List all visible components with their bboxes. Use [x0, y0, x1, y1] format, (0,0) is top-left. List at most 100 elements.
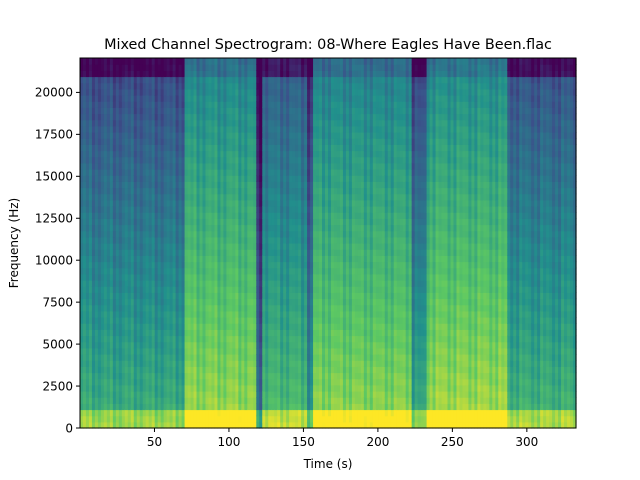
heatmap-cell — [259, 317, 263, 324]
heatmap-cell — [226, 218, 230, 226]
heatmap-cell — [178, 82, 183, 90]
heatmap-cell — [106, 360, 111, 367]
heatmap-cell — [235, 162, 239, 170]
heatmap-cell — [220, 82, 225, 90]
heatmap-cell — [178, 267, 183, 275]
heatmap-cell — [106, 280, 111, 287]
heatmap-cell — [184, 323, 189, 330]
heatmap-cell — [124, 409, 129, 417]
heatmap-cell — [217, 329, 222, 337]
heatmap-cell — [262, 199, 266, 207]
heatmap-cell — [178, 261, 183, 269]
heatmap-cell — [235, 107, 239, 115]
heatmap-cell — [283, 101, 287, 108]
heatmap-cell — [304, 347, 308, 355]
heatmap-cell — [256, 64, 260, 71]
heatmap-cell — [136, 335, 141, 343]
heatmap-cell — [127, 391, 132, 398]
heatmap-cell — [145, 88, 150, 96]
heatmap-cell — [181, 329, 186, 337]
heatmap-cell — [151, 82, 156, 90]
heatmap-cell — [166, 144, 171, 152]
heatmap-cell — [274, 391, 278, 398]
heatmap-cell — [292, 243, 296, 250]
heatmap-cell — [280, 156, 284, 164]
heatmap-cell — [229, 354, 233, 361]
heatmap-cell — [193, 199, 198, 207]
heatmap-cell — [301, 224, 305, 232]
heatmap-cell — [286, 397, 290, 404]
heatmap-cell — [187, 58, 192, 65]
heatmap-cell — [298, 372, 302, 380]
heatmap-cell — [319, 261, 323, 269]
heatmap-cell — [169, 58, 174, 65]
heatmap-cell — [283, 397, 287, 404]
heatmap-cell — [226, 76, 230, 84]
heatmap-cell — [310, 95, 314, 102]
heatmap-cell — [157, 366, 162, 374]
heatmap-cell — [80, 403, 84, 411]
heatmap-cell — [187, 101, 192, 108]
heatmap-cell — [316, 169, 320, 176]
heatmap-cell — [118, 273, 123, 281]
heatmap-cell — [277, 292, 281, 300]
heatmap-cell — [292, 335, 296, 343]
heatmap-cell — [175, 70, 180, 78]
heatmap-cell — [298, 391, 302, 398]
heatmap-cell — [265, 397, 269, 404]
heatmap-cell — [247, 175, 251, 182]
heatmap-cell — [118, 286, 123, 293]
heatmap-cell — [115, 64, 120, 71]
heatmap-cell — [289, 280, 293, 287]
heatmap-cell — [88, 310, 93, 318]
heatmap-cell — [253, 403, 257, 411]
heatmap-cell — [163, 366, 168, 374]
heatmap-cell — [313, 199, 317, 207]
heatmap-cell — [172, 70, 177, 78]
heatmap-cell — [250, 255, 254, 263]
heatmap-cell — [199, 329, 204, 337]
heatmap-cell — [94, 409, 99, 417]
heatmap-cell — [265, 132, 269, 139]
heatmap-cell — [319, 132, 323, 139]
heatmap-cell — [193, 384, 198, 392]
heatmap-cell — [313, 304, 317, 312]
heatmap-cell — [307, 162, 311, 170]
heatmap-cell — [283, 144, 287, 152]
heatmap-cell — [88, 187, 93, 195]
heatmap-cell — [151, 156, 156, 164]
heatmap-cell — [80, 280, 84, 287]
heatmap-cell — [121, 421, 126, 429]
heatmap-cell — [136, 317, 141, 324]
heatmap-cell — [94, 273, 99, 281]
heatmap-cell — [310, 360, 314, 367]
heatmap-cell — [223, 273, 228, 281]
heatmap-cell — [253, 144, 257, 152]
heatmap-cell — [196, 347, 201, 355]
heatmap-cell — [193, 391, 198, 398]
heatmap-cell — [130, 212, 135, 219]
heatmap-cell — [286, 341, 290, 349]
heatmap-cell — [307, 70, 311, 78]
heatmap-cell — [80, 236, 84, 244]
heatmap-cell — [214, 323, 219, 330]
heatmap-cell — [265, 310, 269, 318]
heatmap-cell — [238, 113, 242, 121]
heatmap-cell — [277, 372, 281, 380]
heatmap-cell — [301, 267, 305, 275]
heatmap-cell — [112, 304, 117, 312]
heatmap-cell — [91, 354, 96, 361]
heatmap-cell — [259, 304, 263, 312]
heatmap-cell — [253, 409, 257, 417]
heatmap-cell — [256, 224, 260, 232]
heatmap-cell — [121, 70, 126, 78]
heatmap-cell — [283, 341, 287, 349]
heatmap-cell — [229, 298, 233, 306]
heatmap-cell — [235, 310, 239, 318]
heatmap-cell — [154, 236, 159, 244]
heatmap-cell — [133, 212, 138, 219]
heatmap-cell — [133, 403, 138, 411]
heatmap-cell — [211, 255, 216, 263]
heatmap-cell — [310, 58, 314, 65]
heatmap-cell — [223, 304, 228, 312]
